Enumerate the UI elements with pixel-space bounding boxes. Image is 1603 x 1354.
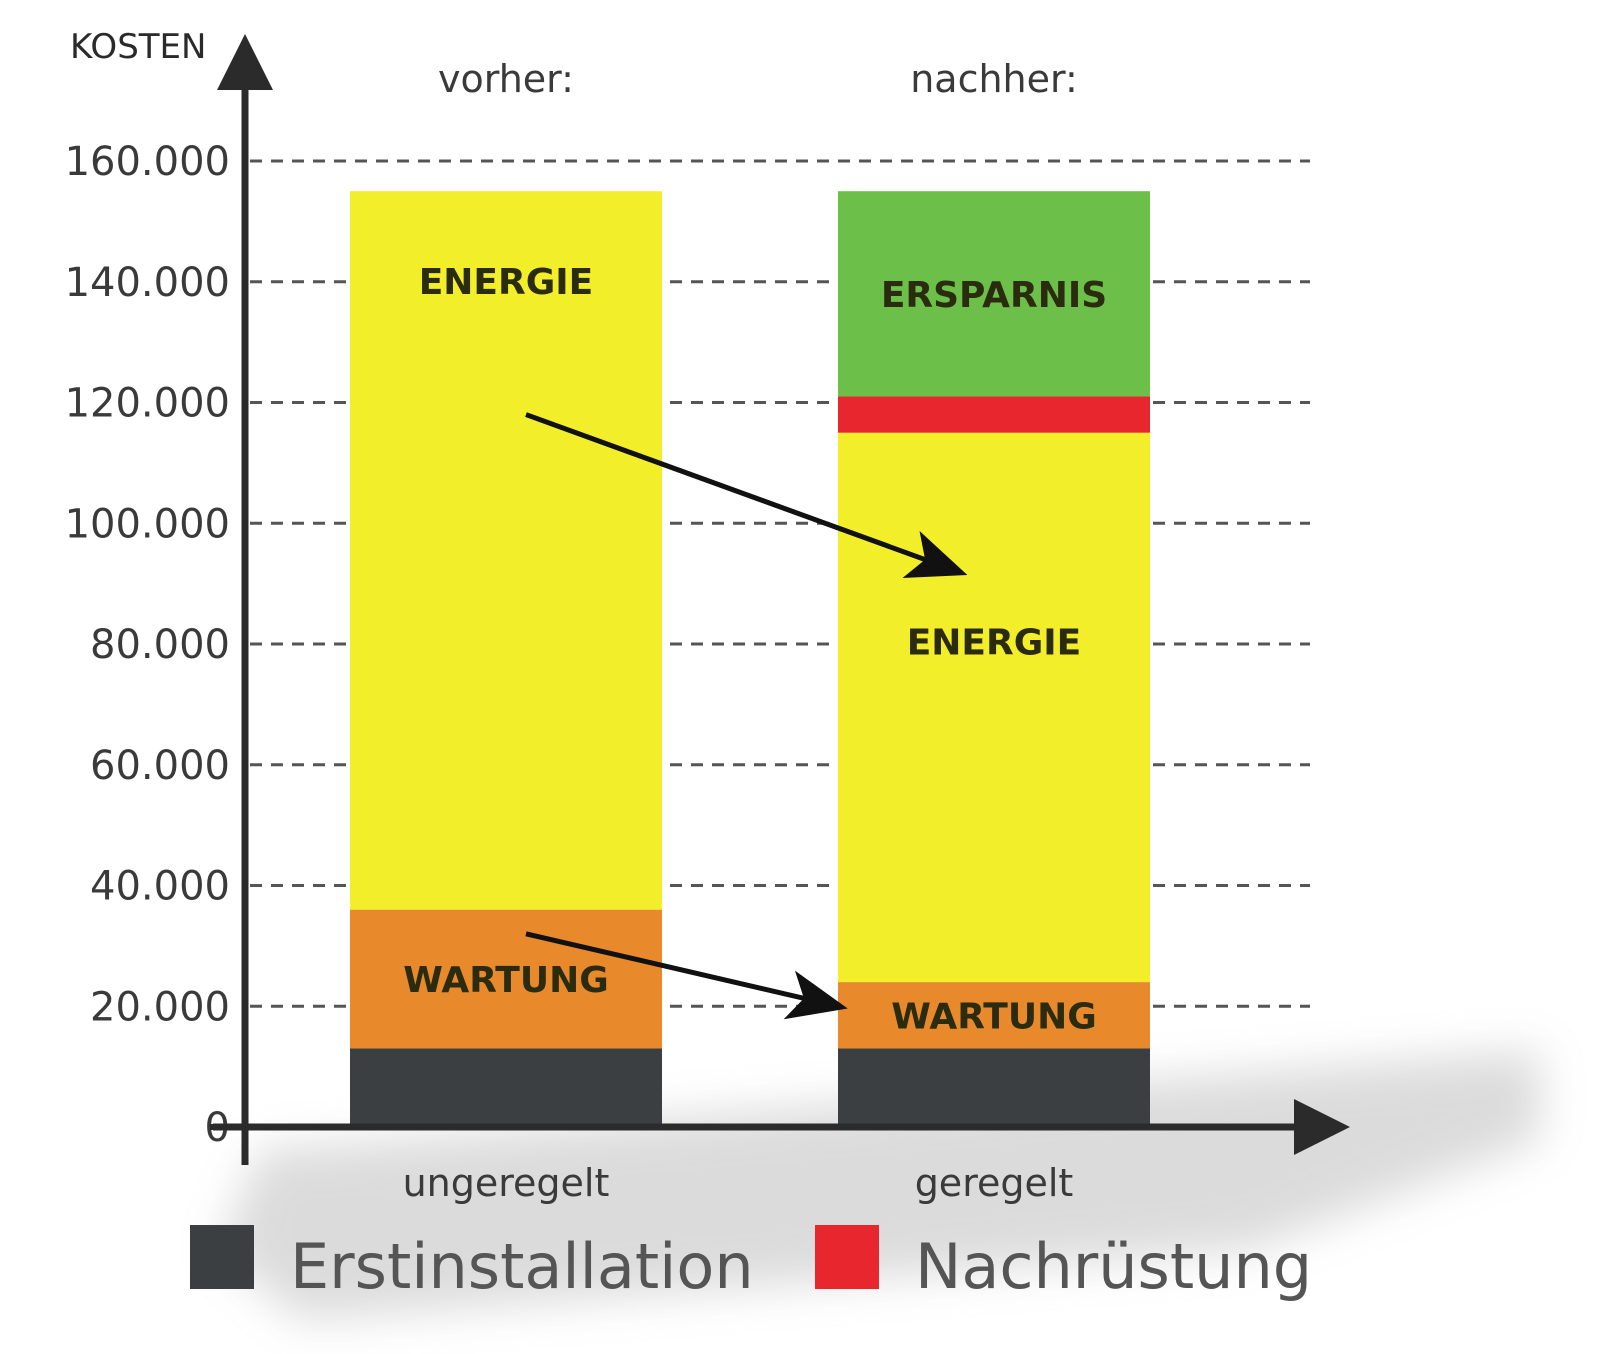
legend-swatch	[190, 1225, 254, 1289]
y-tick-label: 100.000	[65, 501, 230, 547]
legend: Erstinstallation Nachrüstung	[190, 1225, 1312, 1303]
bar-segment-erstinstallation	[350, 1048, 662, 1127]
y-tick-label: 60.000	[90, 743, 230, 789]
x-category-label: ungeregelt	[403, 1161, 610, 1205]
segment-labels: WARTUNG ENERGIE WARTUNG ENERGIE ERSPARNIS	[403, 262, 1107, 1037]
column-header: nachher:	[910, 57, 1078, 101]
y-tick-label: 120.000	[65, 381, 230, 427]
bar-segment-energie	[838, 432, 1150, 983]
bars	[350, 191, 1150, 1127]
transfer-arrows	[525, 412, 968, 1020]
x-category-labels: ungeregelt geregelt	[403, 1161, 1074, 1205]
bar-segment-wartung	[838, 982, 1150, 1049]
segment-label-ersparnis: ERSPARNIS	[881, 275, 1107, 316]
y-tick-labels: 020.00040.00060.00080.000100.000120.0001…	[65, 139, 245, 1151]
y-tick-label: 20.000	[90, 984, 230, 1030]
bar-segment-ersparnis	[838, 191, 1150, 397]
segment-label-wartung: WARTUNG	[403, 960, 609, 1001]
column-header: vorher:	[438, 57, 574, 101]
legend-label: Erstinstallation	[290, 1230, 754, 1303]
legend-item: Erstinstallation	[190, 1225, 754, 1303]
y-tick-label: 40.000	[90, 864, 230, 910]
x-category-label: geregelt	[915, 1161, 1074, 1205]
segment-label-energie: ENERGIE	[419, 262, 594, 303]
decorative-shadow	[220, 1050, 1540, 1320]
bar-segment-nachruestung	[838, 396, 1150, 433]
bar-segment-erstinstallation	[838, 1048, 1150, 1127]
legend-item: Nachrüstung	[815, 1225, 1312, 1303]
y-tick-label: 80.000	[90, 622, 230, 668]
y-axis-title: KOSTEN	[70, 27, 206, 67]
transfer-arrow	[525, 931, 848, 1020]
y-tick-label: 160.000	[65, 139, 230, 185]
bar-segment-wartung	[350, 909, 662, 1049]
bar-segment-energie	[350, 191, 662, 910]
segment-label-energie: ENERGIE	[907, 622, 1082, 663]
legend-label: Nachrüstung	[915, 1230, 1312, 1303]
segment-label-wartung: WARTUNG	[891, 996, 1097, 1037]
legend-swatch	[815, 1225, 879, 1289]
column-headers: vorher: nachher:	[438, 57, 1078, 101]
y-tick-label: 140.000	[65, 260, 230, 306]
transfer-arrow	[525, 412, 968, 578]
